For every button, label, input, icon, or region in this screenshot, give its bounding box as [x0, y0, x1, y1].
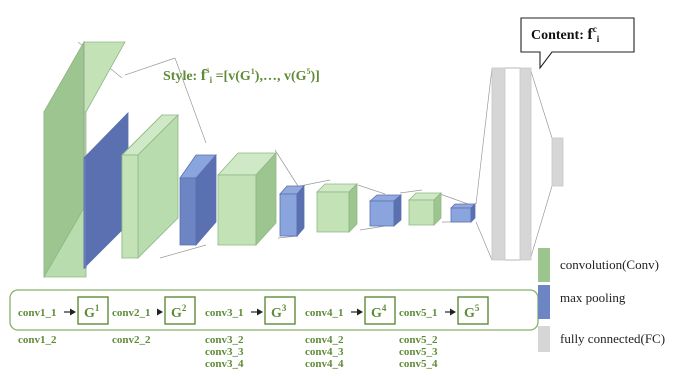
gram-box-2: [164, 296, 196, 325]
arrow-head-conv2_1: [157, 308, 163, 316]
pool2-layer: [179, 153, 217, 247]
layer-label-conv2_1: conv2_1: [112, 307, 151, 319]
conv4-layer: [316, 183, 358, 233]
layer-label-conv2_2: conv2_2: [112, 334, 151, 346]
gram-label-4: G4: [371, 303, 387, 321]
content-label: Content: fci: [531, 24, 600, 44]
pool1-layer: [83, 112, 129, 269]
pool3-layer: [279, 184, 305, 238]
conv2-layer: [121, 114, 179, 259]
gram-label-5: G5: [464, 303, 480, 321]
legend-label-pool: max pooling: [560, 290, 626, 305]
gram-box-5: [457, 296, 489, 325]
arrow-head-conv1_1: [70, 308, 76, 316]
layer-label-conv4_1: conv4_1: [305, 307, 344, 319]
conv3-layer: [217, 151, 277, 247]
layer-label-conv1_1: conv1_1: [18, 307, 57, 319]
gram-label-2: G2: [171, 303, 187, 321]
gram-blocks: conv1_1 G1 conv1_2 conv2_1 G2 conv2_2 conv3_1 G…: [18, 296, 489, 370]
layer-label-conv5_2: conv5_2: [399, 334, 438, 346]
layer-label-conv3_2: conv3_2: [205, 334, 244, 346]
gram-label-1: G1: [84, 303, 100, 321]
layer-label-conv3_3: conv3_3: [205, 346, 244, 358]
layer-label-conv3_4: conv3_4: [205, 358, 244, 370]
layer-label-conv4_2: conv4_2: [305, 334, 344, 346]
layer-label-conv5_4: conv5_4: [399, 358, 438, 370]
arrow-head-conv4_1: [357, 308, 363, 316]
gram-label-3: G3: [271, 303, 287, 321]
legend-swatch-pool: [538, 285, 550, 319]
fc2-layer: [519, 67, 532, 261]
style-label: Style: fsi =[v(G1),…, v(G5)]: [163, 65, 320, 85]
conv1-layer: [43, 40, 126, 279]
layer-connectors: [77, 41, 553, 261]
layer-label-conv4_3: conv4_3: [305, 346, 344, 358]
fc3-layer: [551, 137, 564, 187]
layer-label-conv3_1: conv3_1: [205, 307, 244, 319]
layer-label-conv4_4: conv4_4: [305, 358, 344, 370]
arrow-head-conv5_1: [450, 308, 456, 316]
layer-label-conv5_3: conv5_3: [399, 346, 438, 358]
legend-label-fc: fully connected(FC): [560, 331, 665, 346]
pool4-layer: [368, 194, 403, 227]
legend-swatch-conv: [538, 248, 550, 282]
fc1-layer: [491, 67, 506, 261]
pool5-layer: [450, 203, 476, 223]
gram-box-3: [264, 296, 296, 325]
legend-label-conv: convolution(Conv): [560, 257, 659, 272]
legend-swatch-fc: [538, 326, 550, 352]
conv5-layer: [408, 192, 442, 226]
arrow-head-conv3_1: [257, 308, 263, 316]
content-callout: Content: fci: [520, 17, 635, 70]
gram-box-4: [364, 296, 396, 325]
layer-label-conv1_2: conv1_2: [18, 334, 57, 346]
legend: convolution(Conv) max pooling fully conn…: [538, 248, 665, 352]
layer-label-conv5_1: conv5_1: [399, 307, 438, 319]
gram-box-1: [77, 296, 109, 325]
